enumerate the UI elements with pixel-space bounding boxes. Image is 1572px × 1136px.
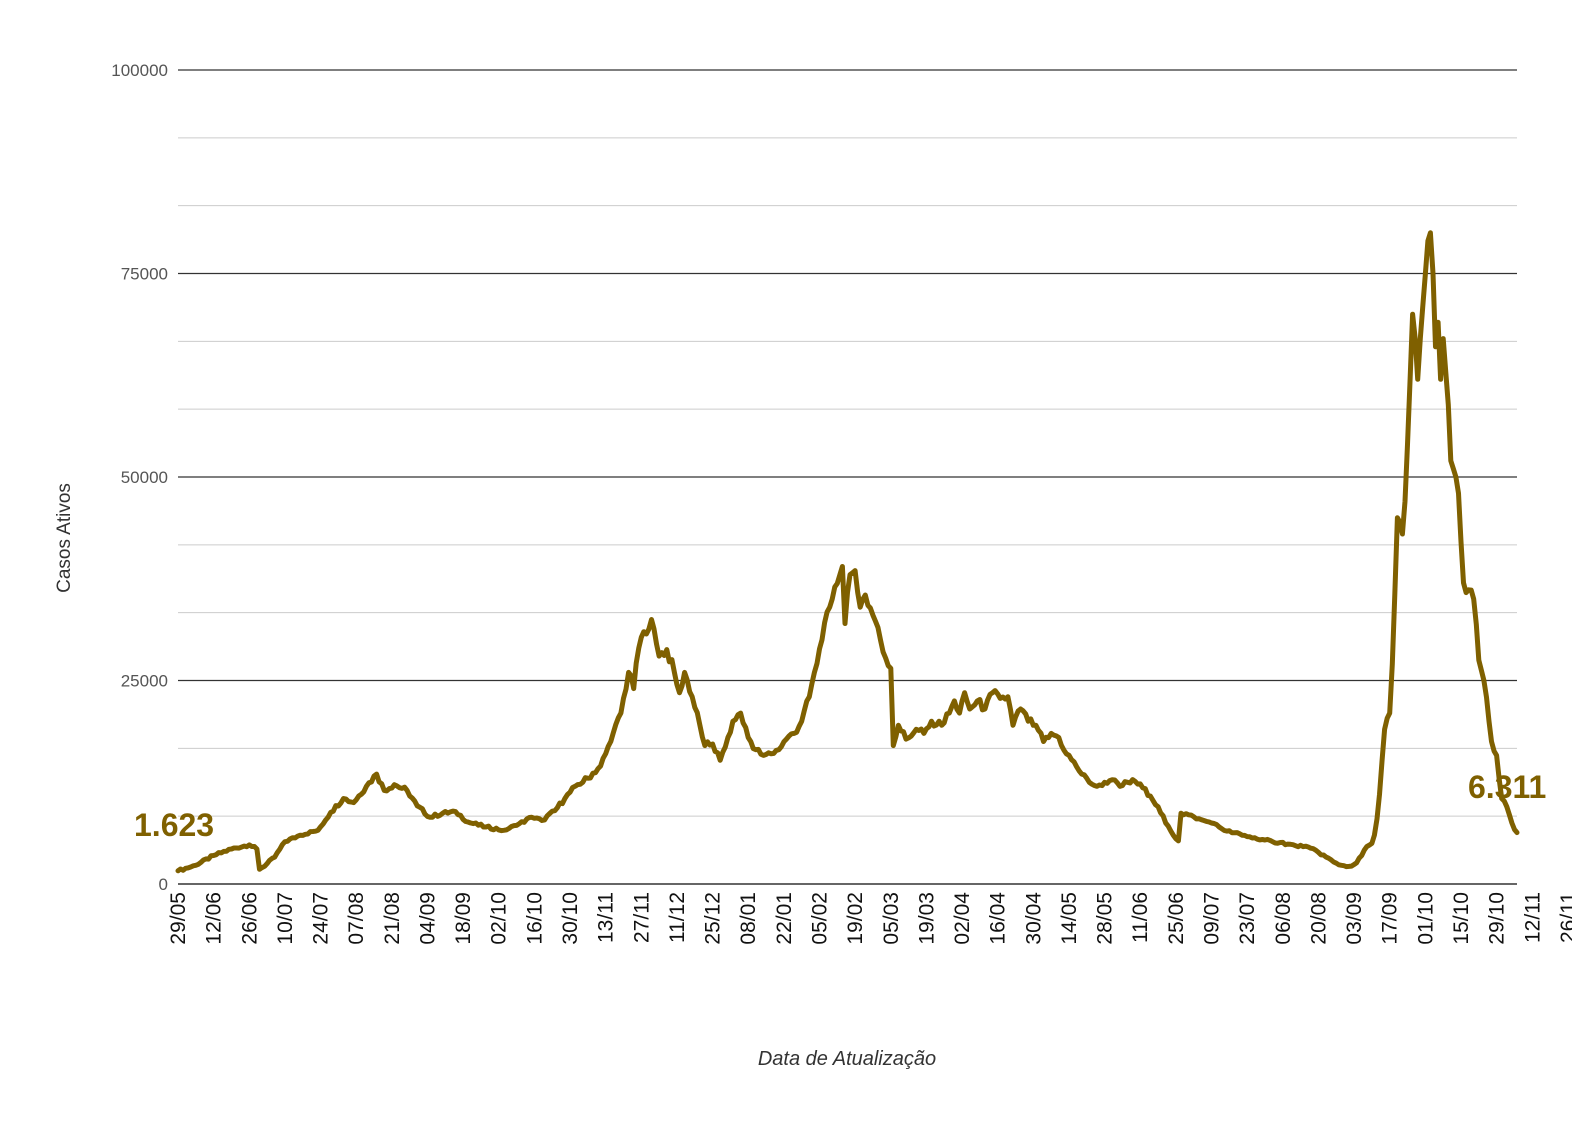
x-tick-label: 26/11 <box>1557 892 1572 943</box>
y-tick-label: 50000 <box>121 468 168 487</box>
x-tick-label: 13/11 <box>595 892 618 943</box>
y-axis-title: Casos Ativos <box>54 483 75 593</box>
x-tick-label: 14/05 <box>1058 892 1081 945</box>
x-tick-label: 23/07 <box>1236 892 1259 945</box>
x-tick-label: 26/06 <box>238 892 261 945</box>
start-value-label: 1.623 <box>134 807 214 843</box>
grid-lines <box>178 69 1517 885</box>
x-tick-label: 28/05 <box>1094 892 1117 945</box>
x-tick-label: 29/10 <box>1486 892 1509 945</box>
x-tick-label: 27/11 <box>630 892 653 943</box>
x-tick-label: 12/11 <box>1521 892 1544 943</box>
y-tick-label: 75000 <box>121 265 168 284</box>
x-axis-tick-labels: 29/05 12/06 26/06 10/07 24/07 07/08 21/08 04/09… <box>167 892 1572 945</box>
x-tick-label: 09/07 <box>1201 892 1224 945</box>
x-tick-label: 07/08 <box>345 892 368 945</box>
y-tick-label: 25000 <box>121 672 168 691</box>
x-tick-label: 16/10 <box>523 892 546 945</box>
x-tick-label: 05/03 <box>880 892 903 945</box>
x-tick-label: 25/12 <box>702 892 725 945</box>
y-axis-tick-labels: 0 25000 50000 75000 100000 <box>111 61 168 894</box>
series-line-casos-ativos <box>175 230 1520 874</box>
x-tick-label: 11/12 <box>666 892 689 943</box>
x-tick-label: 06/08 <box>1272 892 1295 945</box>
x-tick-label: 02/04 <box>951 892 974 945</box>
x-tick-label: 08/01 <box>737 892 760 945</box>
x-tick-label: 24/07 <box>310 892 333 945</box>
y-tick-label: 100000 <box>111 61 168 80</box>
x-tick-label: 25/06 <box>1165 892 1188 945</box>
x-tick-label: 29/05 <box>167 892 190 945</box>
x-tick-label: 05/02 <box>809 892 832 945</box>
x-tick-label: 19/02 <box>844 892 867 945</box>
x-tick-label: 03/09 <box>1343 892 1366 945</box>
x-tick-label: 20/08 <box>1307 892 1330 945</box>
x-tick-label: 10/07 <box>274 892 297 945</box>
x-tick-label: 30/10 <box>559 892 582 945</box>
x-tick-label: 30/04 <box>1022 892 1045 945</box>
x-tick-label: 11/06 <box>1129 892 1152 943</box>
x-tick-label: 19/03 <box>915 892 938 945</box>
y-tick-label: 0 <box>159 875 168 894</box>
x-tick-label: 17/09 <box>1379 892 1402 945</box>
x-tick-label: 12/06 <box>203 892 226 945</box>
x-tick-label: 22/01 <box>773 892 796 945</box>
x-tick-label: 21/08 <box>381 892 404 945</box>
x-tick-label: 01/10 <box>1414 892 1437 945</box>
x-tick-label: 18/09 <box>452 892 475 945</box>
x-tick-label: 16/04 <box>987 892 1010 945</box>
x-tick-label: 15/10 <box>1450 892 1473 945</box>
x-tick-label: 02/10 <box>488 892 511 945</box>
x-axis-title: Data de Atualização <box>758 1048 936 1070</box>
x-tick-label: 04/09 <box>417 892 440 945</box>
end-value-label: 6.311 <box>1468 769 1546 805</box>
